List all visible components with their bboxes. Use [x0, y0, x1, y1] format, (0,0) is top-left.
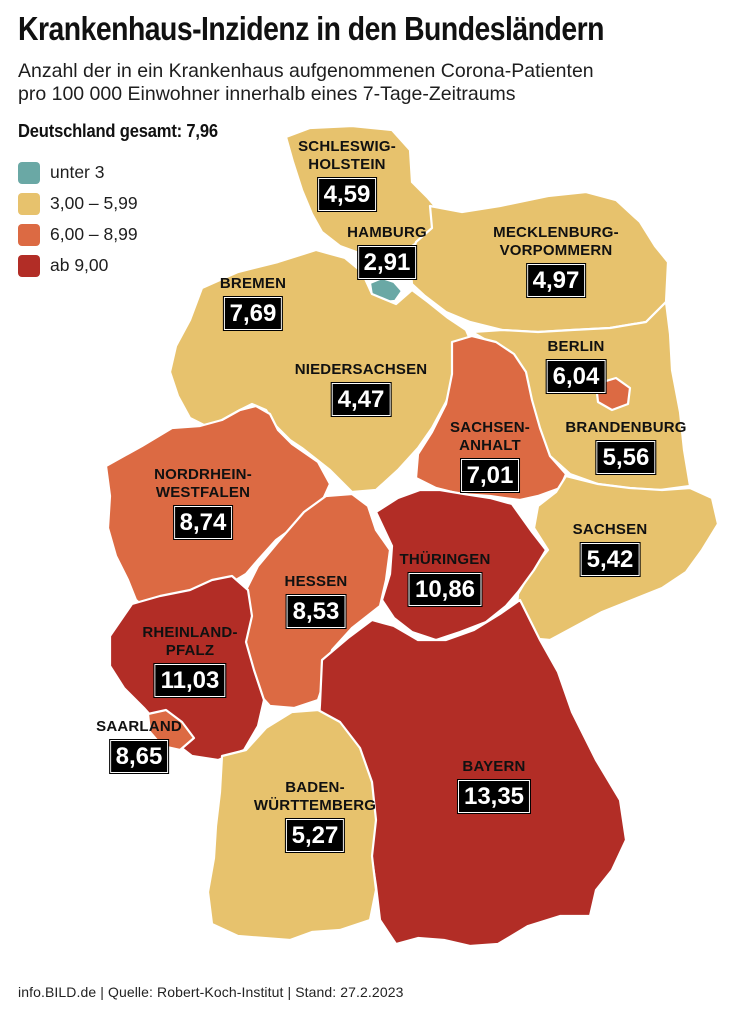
state-name: RHEINLAND- PFALZ — [142, 624, 238, 659]
state-label-brandenburg: BRANDENBURG 5,56 — [565, 419, 687, 475]
state-value: 8,74 — [172, 505, 234, 540]
legend-label: unter 3 — [50, 162, 105, 182]
state-name: HESSEN — [284, 573, 348, 590]
state-value: 4,59 — [316, 177, 378, 212]
state-value: 6,04 — [545, 359, 607, 394]
state-label-hamburg: HAMBURG 2,91 — [347, 224, 427, 280]
legend-swatch — [18, 192, 40, 215]
state-value: 5,42 — [579, 542, 641, 577]
page-title: Krankenhaus-Inzidenz in den Bundesländer… — [18, 10, 604, 47]
state-label-bayern: BAYERN 13,35 — [456, 758, 532, 814]
state-name: BADEN- WÜRTTEMBERG — [253, 779, 377, 814]
subtitle-line-2: pro 100 000 Einwohner innerhalb eines 7-… — [18, 83, 516, 105]
state-name: SACHSEN — [572, 521, 648, 538]
state-label-niedersachsen: NIEDERSACHSEN 4,47 — [294, 361, 428, 417]
legend-item-9-plus: ab 9,00 — [18, 250, 138, 281]
legend-swatch — [18, 254, 40, 277]
legend-item-6-to-8: 6,00 – 8,99 — [18, 219, 138, 250]
state-name: BERLIN — [547, 338, 605, 355]
legend-label: 3,00 – 5,99 — [50, 193, 138, 213]
state-label-thueringen: THÜRINGEN 10,86 — [399, 551, 491, 607]
state-label-mecklenburg-vorpommern: MECKLENBURG- VORPOMMERN 4,97 — [493, 224, 619, 298]
state-label-hessen: HESSEN 8,53 — [284, 573, 348, 629]
state-name: SAARLAND — [96, 718, 182, 735]
state-shape-sachsen-anhalt[interactable] — [414, 334, 568, 502]
legend-label: ab 9,00 — [50, 255, 109, 275]
state-value: 5,27 — [284, 818, 346, 853]
legend-swatch — [18, 223, 40, 246]
legend-label: 6,00 – 8,99 — [50, 224, 138, 244]
state-value: 4,47 — [330, 382, 392, 417]
page-subtitle: Anzahl der in ein Krankenhaus aufgenomme… — [18, 60, 594, 106]
state-value: 7,01 — [459, 458, 521, 493]
state-label-berlin: BERLIN 6,04 — [545, 338, 607, 394]
state-name: HAMBURG — [347, 224, 427, 241]
state-name: MECKLENBURG- VORPOMMERN — [493, 224, 619, 259]
state-value: 13,35 — [456, 779, 532, 814]
state-name: THÜRINGEN — [399, 551, 491, 568]
legend-swatch — [18, 161, 40, 184]
state-value: 2,91 — [356, 245, 418, 280]
state-value: 5,56 — [595, 440, 657, 475]
state-value: 11,03 — [153, 663, 227, 698]
state-label-nordrhein-westfalen: NORDRHEIN- WESTFALEN 8,74 — [154, 466, 252, 540]
subtitle-line-1: Anzahl der in ein Krankenhaus aufgenomme… — [18, 60, 594, 82]
state-value: 4,97 — [525, 263, 587, 298]
state-name: NIEDERSACHSEN — [294, 361, 428, 378]
state-label-schleswig-holstein: SCHLESWIG- HOLSTEIN 4,59 — [298, 138, 396, 212]
source-line: info.BILD.de | Quelle: Robert-Koch-Insti… — [18, 984, 404, 1000]
state-label-sachsen: SACHSEN 5,42 — [572, 521, 648, 577]
state-value: 8,53 — [285, 594, 347, 629]
state-name: SACHSEN- ANHALT — [450, 419, 530, 454]
state-value: 7,69 — [222, 296, 284, 331]
state-label-bremen: BREMEN 7,69 — [219, 275, 287, 331]
legend-item-under-3: unter 3 — [18, 157, 138, 188]
state-label-rheinland-pfalz: RHEINLAND- PFALZ 11,03 — [142, 624, 238, 698]
state-name: NORDRHEIN- WESTFALEN — [154, 466, 252, 501]
state-value: 8,65 — [108, 739, 170, 774]
germany-total: Deutschland gesamt: 7,96 — [18, 121, 218, 141]
state-name: SCHLESWIG- HOLSTEIN — [298, 138, 396, 173]
state-name: BAYERN — [462, 758, 526, 775]
state-label-saarland: SAARLAND 8,65 — [96, 718, 182, 774]
state-value: 10,86 — [407, 572, 483, 607]
state-name: BREMEN — [219, 275, 287, 292]
state-label-baden-wuerttemberg: BADEN- WÜRTTEMBERG 5,27 — [253, 779, 377, 853]
legend: unter 3 3,00 – 5,99 6,00 – 8,99 ab 9,00 — [18, 157, 138, 281]
legend-item-3-to-5: 3,00 – 5,99 — [18, 188, 138, 219]
state-name: BRANDENBURG — [565, 419, 687, 436]
state-label-sachsen-anhalt: SACHSEN- ANHALT 7,01 — [450, 419, 530, 493]
